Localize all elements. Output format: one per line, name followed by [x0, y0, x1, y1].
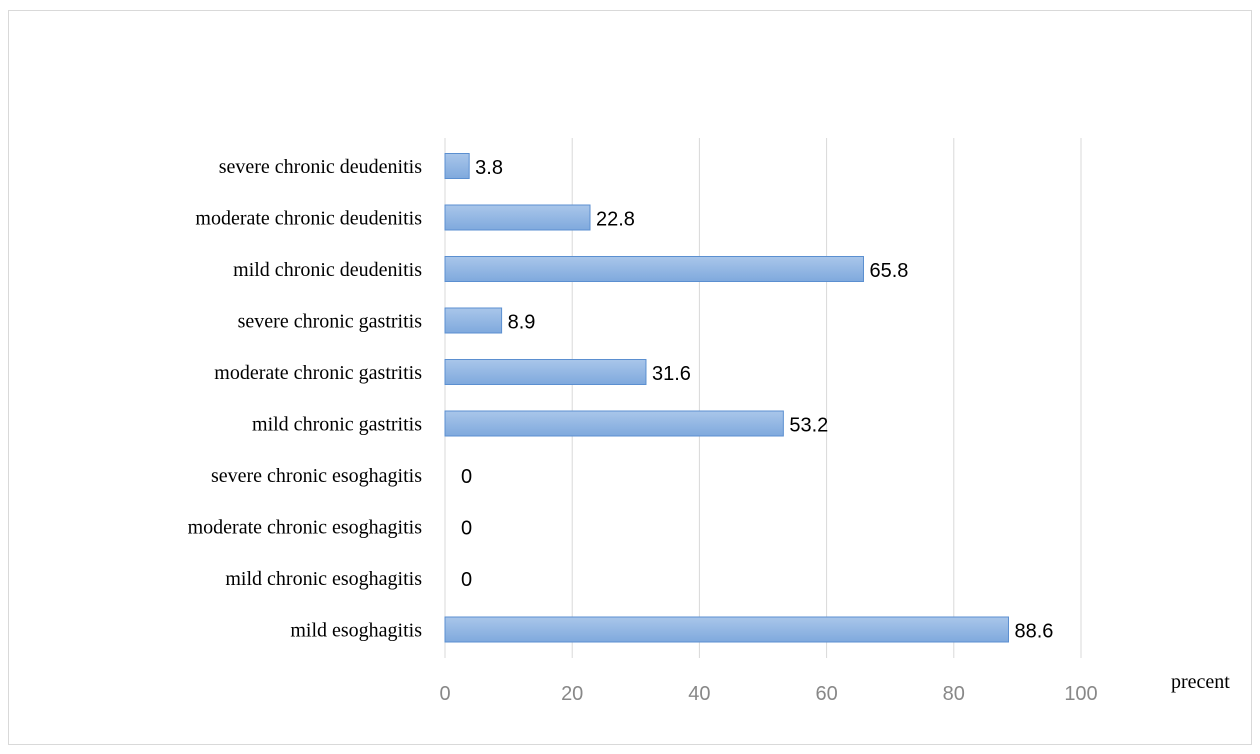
x-tick-label: 80: [943, 683, 965, 705]
data-label: 0: [461, 569, 472, 591]
bar: [444, 616, 1009, 643]
bar: [444, 204, 591, 231]
data-label: 22.8: [596, 209, 635, 231]
data-label: 88.6: [1014, 621, 1053, 643]
data-label: 0: [461, 518, 472, 540]
category-label: mild esoghagitis: [290, 620, 422, 642]
bar: [444, 410, 784, 437]
category-label: severe chronic gastritis: [238, 311, 423, 333]
x-tick-label: 100: [1064, 683, 1097, 705]
category-label: moderate chronic deudenitis: [195, 208, 422, 230]
x-axis-title: precent: [1171, 671, 1230, 693]
category-label: severe chronic esoghagitis: [211, 465, 422, 487]
x-tick-label: 60: [815, 683, 837, 705]
label-layer: 0 20 40 60 80 100 severe chronic deudenitis 3.8…: [188, 156, 1098, 705]
bar-layer: [444, 153, 1009, 643]
bar: [444, 256, 864, 282]
x-tick-label: 0: [439, 683, 450, 705]
data-label: 65.8: [869, 260, 908, 282]
category-label: mild chronic deudenitis: [233, 259, 422, 281]
category-label: moderate chronic gastritis: [214, 362, 422, 384]
bar: [444, 307, 503, 334]
bar: [444, 359, 647, 385]
data-label: 31.6: [652, 363, 691, 385]
category-label: mild chronic gastritis: [252, 414, 422, 436]
bar-chart: 0 20 40 60 80 100 severe chronic deudenitis 3.8…: [188, 138, 1230, 705]
bar: [444, 153, 470, 179]
data-label: 3.8: [475, 157, 503, 179]
category-label: moderate chronic esoghagitis: [188, 517, 423, 539]
data-label: 8.9: [508, 312, 536, 334]
data-label: 0: [461, 466, 472, 488]
x-tick-label: 20: [561, 683, 583, 705]
data-label: 53.2: [789, 415, 828, 437]
x-tick-label: 40: [688, 683, 710, 705]
category-label: severe chronic deudenitis: [219, 156, 422, 178]
category-label: mild chronic esoghagitis: [225, 568, 422, 590]
chart-frame: 0 20 40 60 80 100 severe chronic deudenitis 3.8…: [8, 10, 1252, 745]
